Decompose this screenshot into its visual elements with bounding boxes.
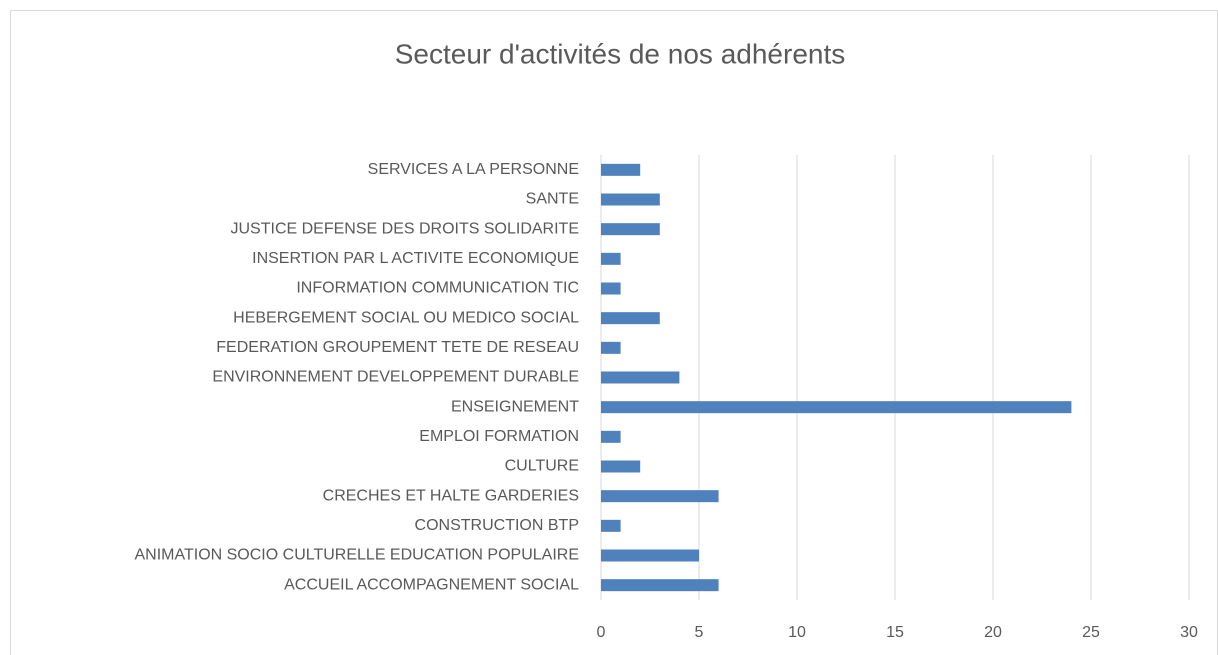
bar bbox=[601, 223, 660, 236]
category-label: ENSEIGNEMENT bbox=[451, 398, 579, 415]
bar bbox=[601, 371, 680, 384]
category-label: CULTURE bbox=[505, 458, 579, 475]
bar bbox=[601, 460, 641, 473]
category-label: ENVIRONNEMENT DEVELOPPEMENT DURABLE bbox=[212, 369, 579, 386]
bar bbox=[601, 549, 699, 562]
chart-title: Secteur d'activités de nos adhérents bbox=[395, 38, 846, 69]
x-tick-label: 25 bbox=[1082, 624, 1100, 641]
bar bbox=[601, 401, 1072, 414]
category-label: SERVICES A LA PERSONNE bbox=[368, 161, 579, 178]
category-label: ACCUEIL ACCOMPAGNEMENT SOCIAL bbox=[284, 576, 579, 593]
category-label: INFORMATION COMMUNICATION TIC bbox=[296, 280, 579, 297]
x-tick-label: 10 bbox=[788, 624, 806, 641]
bar bbox=[601, 312, 660, 325]
category-label: HEBERGEMENT SOCIAL OU MEDICO SOCIAL bbox=[233, 309, 579, 326]
x-tick-label: 0 bbox=[597, 624, 606, 641]
category-label: JUSTICE DEFENSE DES DROITS SOLIDARITE bbox=[231, 220, 580, 237]
chart-border bbox=[10, 10, 1218, 655]
bar bbox=[601, 490, 719, 503]
bar bbox=[601, 579, 719, 592]
bar bbox=[601, 193, 660, 206]
x-tick-label: 15 bbox=[886, 624, 904, 641]
bar bbox=[601, 163, 641, 176]
category-label: INSERTION PAR L ACTIVITE ECONOMIQUE bbox=[252, 250, 579, 267]
x-tick-label: 30 bbox=[1180, 624, 1198, 641]
category-label: SANTE bbox=[526, 191, 579, 208]
bar bbox=[601, 341, 621, 354]
category-label: ANIMATION SOCIO CULTURELLE EDUCATION POP… bbox=[134, 547, 579, 564]
category-label: FEDERATION GROUPEMENT TETE DE RESEAU bbox=[216, 339, 579, 356]
x-tick-label: 5 bbox=[695, 624, 704, 641]
category-label: CRECHES ET HALTE GARDERIES bbox=[323, 487, 579, 504]
category-label: CONSTRUCTION BTP bbox=[415, 517, 579, 534]
bar bbox=[601, 282, 621, 295]
bar bbox=[601, 519, 621, 532]
bar bbox=[601, 252, 621, 265]
x-tick-label: 20 bbox=[984, 624, 1002, 641]
category-label: EMPLOI FORMATION bbox=[419, 428, 579, 445]
bar bbox=[601, 430, 621, 443]
